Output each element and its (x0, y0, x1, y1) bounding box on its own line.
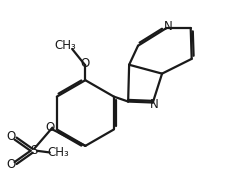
Text: S: S (31, 144, 38, 157)
Text: O: O (80, 57, 90, 70)
Text: CH₃: CH₃ (47, 146, 69, 159)
Text: CH₃: CH₃ (54, 39, 76, 52)
Text: O: O (6, 158, 15, 171)
Text: O: O (45, 121, 54, 134)
Text: O: O (6, 130, 15, 143)
Text: N: N (149, 98, 158, 111)
Text: N: N (163, 19, 172, 33)
